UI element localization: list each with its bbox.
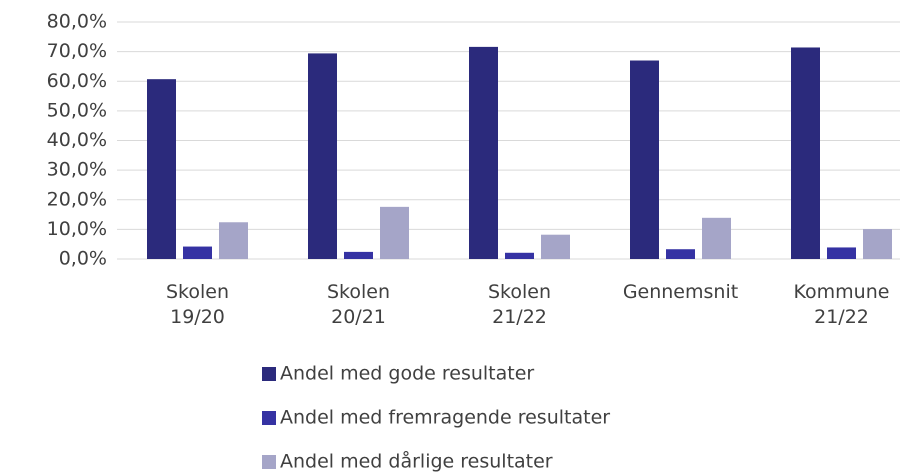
x-tick-label: Skolen 21/22	[487, 281, 552, 328]
y-tick-label: 50,0%	[47, 99, 107, 121]
legend-swatch	[262, 411, 276, 425]
legend-swatch	[262, 455, 276, 469]
x-tick-label: Skolen 20/21	[326, 281, 391, 328]
y-tick-label: 20,0%	[47, 188, 107, 210]
bar	[791, 47, 820, 259]
bar	[183, 246, 212, 259]
bar	[505, 252, 534, 259]
legend-swatch	[262, 367, 276, 381]
bar	[344, 251, 373, 259]
y-tick-label: 0,0%	[59, 248, 107, 270]
y-tick-label: 60,0%	[47, 70, 107, 92]
bar	[380, 206, 409, 259]
y-tick-label: 70,0%	[47, 40, 107, 62]
x-tick-label: Kommune 21/22	[793, 281, 890, 328]
y-tick-label: 30,0%	[47, 159, 107, 181]
bar	[863, 229, 892, 259]
bar	[308, 53, 337, 260]
y-tick-label: 40,0%	[47, 129, 107, 151]
x-tick-label: Gennemsnit	[622, 281, 739, 303]
bar	[219, 222, 248, 259]
bar	[541, 234, 570, 259]
bar	[147, 79, 176, 260]
bar	[702, 217, 731, 259]
y-tick-label: 10,0%	[47, 218, 107, 240]
bar	[666, 249, 695, 259]
bar	[630, 60, 659, 260]
x-tick-label: Skolen 19/20	[165, 281, 230, 328]
legend-label: Andel med gode resultater	[280, 363, 534, 385]
bar	[469, 46, 498, 260]
bar	[827, 247, 856, 259]
legend-label: Andel med fremragende resultater	[280, 407, 610, 429]
y-tick-label: 80,0%	[47, 11, 107, 33]
legend-label: Andel med dårlige resultater	[280, 450, 553, 473]
